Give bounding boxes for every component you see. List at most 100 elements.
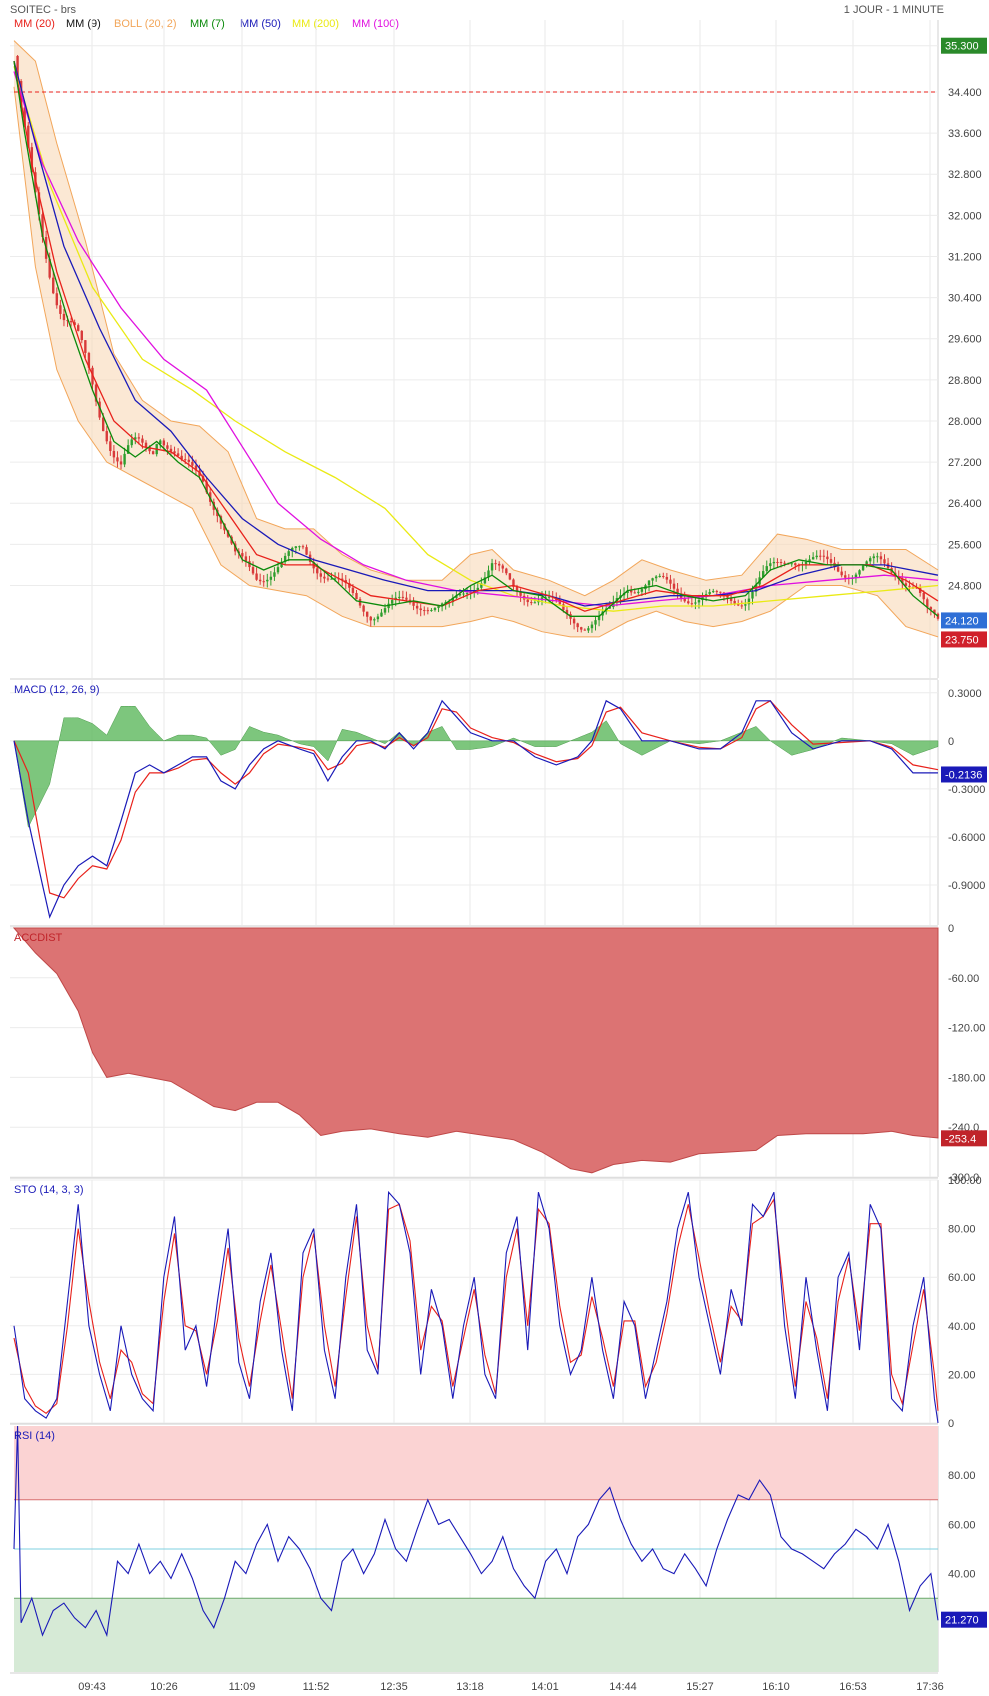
candle-body [144,442,148,447]
candle-body [258,579,262,582]
macd-histogram [13,706,939,829]
panel-title: MACD (12, 26, 9) [14,684,100,696]
candle-body [101,417,105,432]
candle-body [398,596,401,598]
candle-body [587,628,590,631]
candle-body [440,603,444,606]
candle-body [55,293,59,306]
indicator-legend[interactable]: MM (20) MM (9) BOLL (20, 2) MM (7) MM (50) MM… [14,18,399,30]
time-tick: 11:52 [303,1681,330,1693]
candle-body [73,322,76,326]
candle-body [412,602,415,606]
candle-body [861,565,865,571]
candle-body [365,611,369,617]
legend-item: MM (20) [14,18,55,30]
mm200-line [13,66,939,612]
candle-body [123,453,126,465]
candle-body [201,476,205,482]
candle-body [815,555,818,558]
candle-body [283,555,287,562]
y-tick-label: -0.6000 [948,832,985,844]
candle-body [191,461,194,466]
candle-body [151,451,155,455]
legend-item: MM (7) [190,18,225,30]
candle-body [872,556,875,559]
candle-body [362,605,365,612]
candle-body [662,575,665,577]
candle-body [423,610,426,612]
candle-body [430,609,433,611]
candle-body [747,598,751,605]
candle-body [23,107,26,126]
candle-body [751,591,754,599]
candle-body [901,579,904,584]
rsi-last-badge-bg [941,1611,987,1628]
time-tick: 17:36 [916,1681,944,1693]
candle-body [508,573,512,580]
candle-body [490,563,494,571]
time-axis: 09:43 10:26 11:09 11:52 12:35 13:18 14:01 14:44… [78,1681,944,1693]
candle-body [241,553,244,557]
candle-body [244,556,248,562]
y-tick-label: 32.000 [948,210,982,222]
candle-body [829,559,833,563]
candle-body [273,572,276,577]
candle-body [16,55,19,82]
candle-body [933,609,936,614]
candle-body [426,610,430,612]
candle-body [533,602,537,604]
panel-title: RSI (14) [14,1430,55,1442]
candle-body [437,605,440,609]
y-tick-label: 24.800 [948,580,982,592]
candle-body [194,465,198,471]
candle-body [676,588,679,594]
candle-body [487,570,490,578]
time-tick: 14:44 [609,1681,637,1693]
candle-body [822,555,826,557]
candle-body [908,585,911,588]
candle-body [836,567,840,572]
candle-body [597,615,601,621]
candle-body [341,578,344,581]
candle-body [159,440,162,445]
candle-body [515,586,519,592]
candle-body [740,605,743,607]
candle-body [184,459,187,461]
candle-body [540,597,544,601]
candle-body [544,596,547,598]
candle-body [608,607,611,609]
time-tick: 14:01 [531,1681,559,1693]
candle-body [669,579,672,584]
candle-body [819,555,822,557]
candle-body [405,597,408,600]
y-tick-label: 100.00 [948,1175,982,1187]
candle-body [62,313,66,321]
price-high-badge: 35.300 [945,41,979,53]
candle-body [401,596,405,598]
candle-body [744,604,747,606]
legend-item: MM (50) [240,18,281,30]
y-tick-label: -180.00 [948,1072,985,1084]
candle-body [301,546,305,548]
legend-item: BOLL (20, 2) [114,18,177,30]
candle-body [187,459,191,462]
bollinger-upper [13,40,939,597]
candle-body [808,559,811,563]
candle-body [137,437,141,439]
candle-body [494,563,497,565]
candle-body [37,192,41,215]
y-tick-label: 28.800 [948,375,982,387]
candle-body [30,147,34,173]
candle-body [519,591,522,596]
y-tick-label: -120.00 [948,1023,985,1035]
y-tick-label: 40.00 [948,1321,976,1333]
candle-body [355,592,358,600]
accdist-last-badge-bg [941,1130,987,1147]
candle-body [879,556,883,560]
legend-item: MM (100) [352,18,399,30]
y-tick-label: 80.00 [948,1224,976,1236]
candle-body [665,576,669,580]
candle-body [904,583,908,586]
y-tick-label: 30.400 [948,293,982,305]
candle-body [358,599,362,606]
